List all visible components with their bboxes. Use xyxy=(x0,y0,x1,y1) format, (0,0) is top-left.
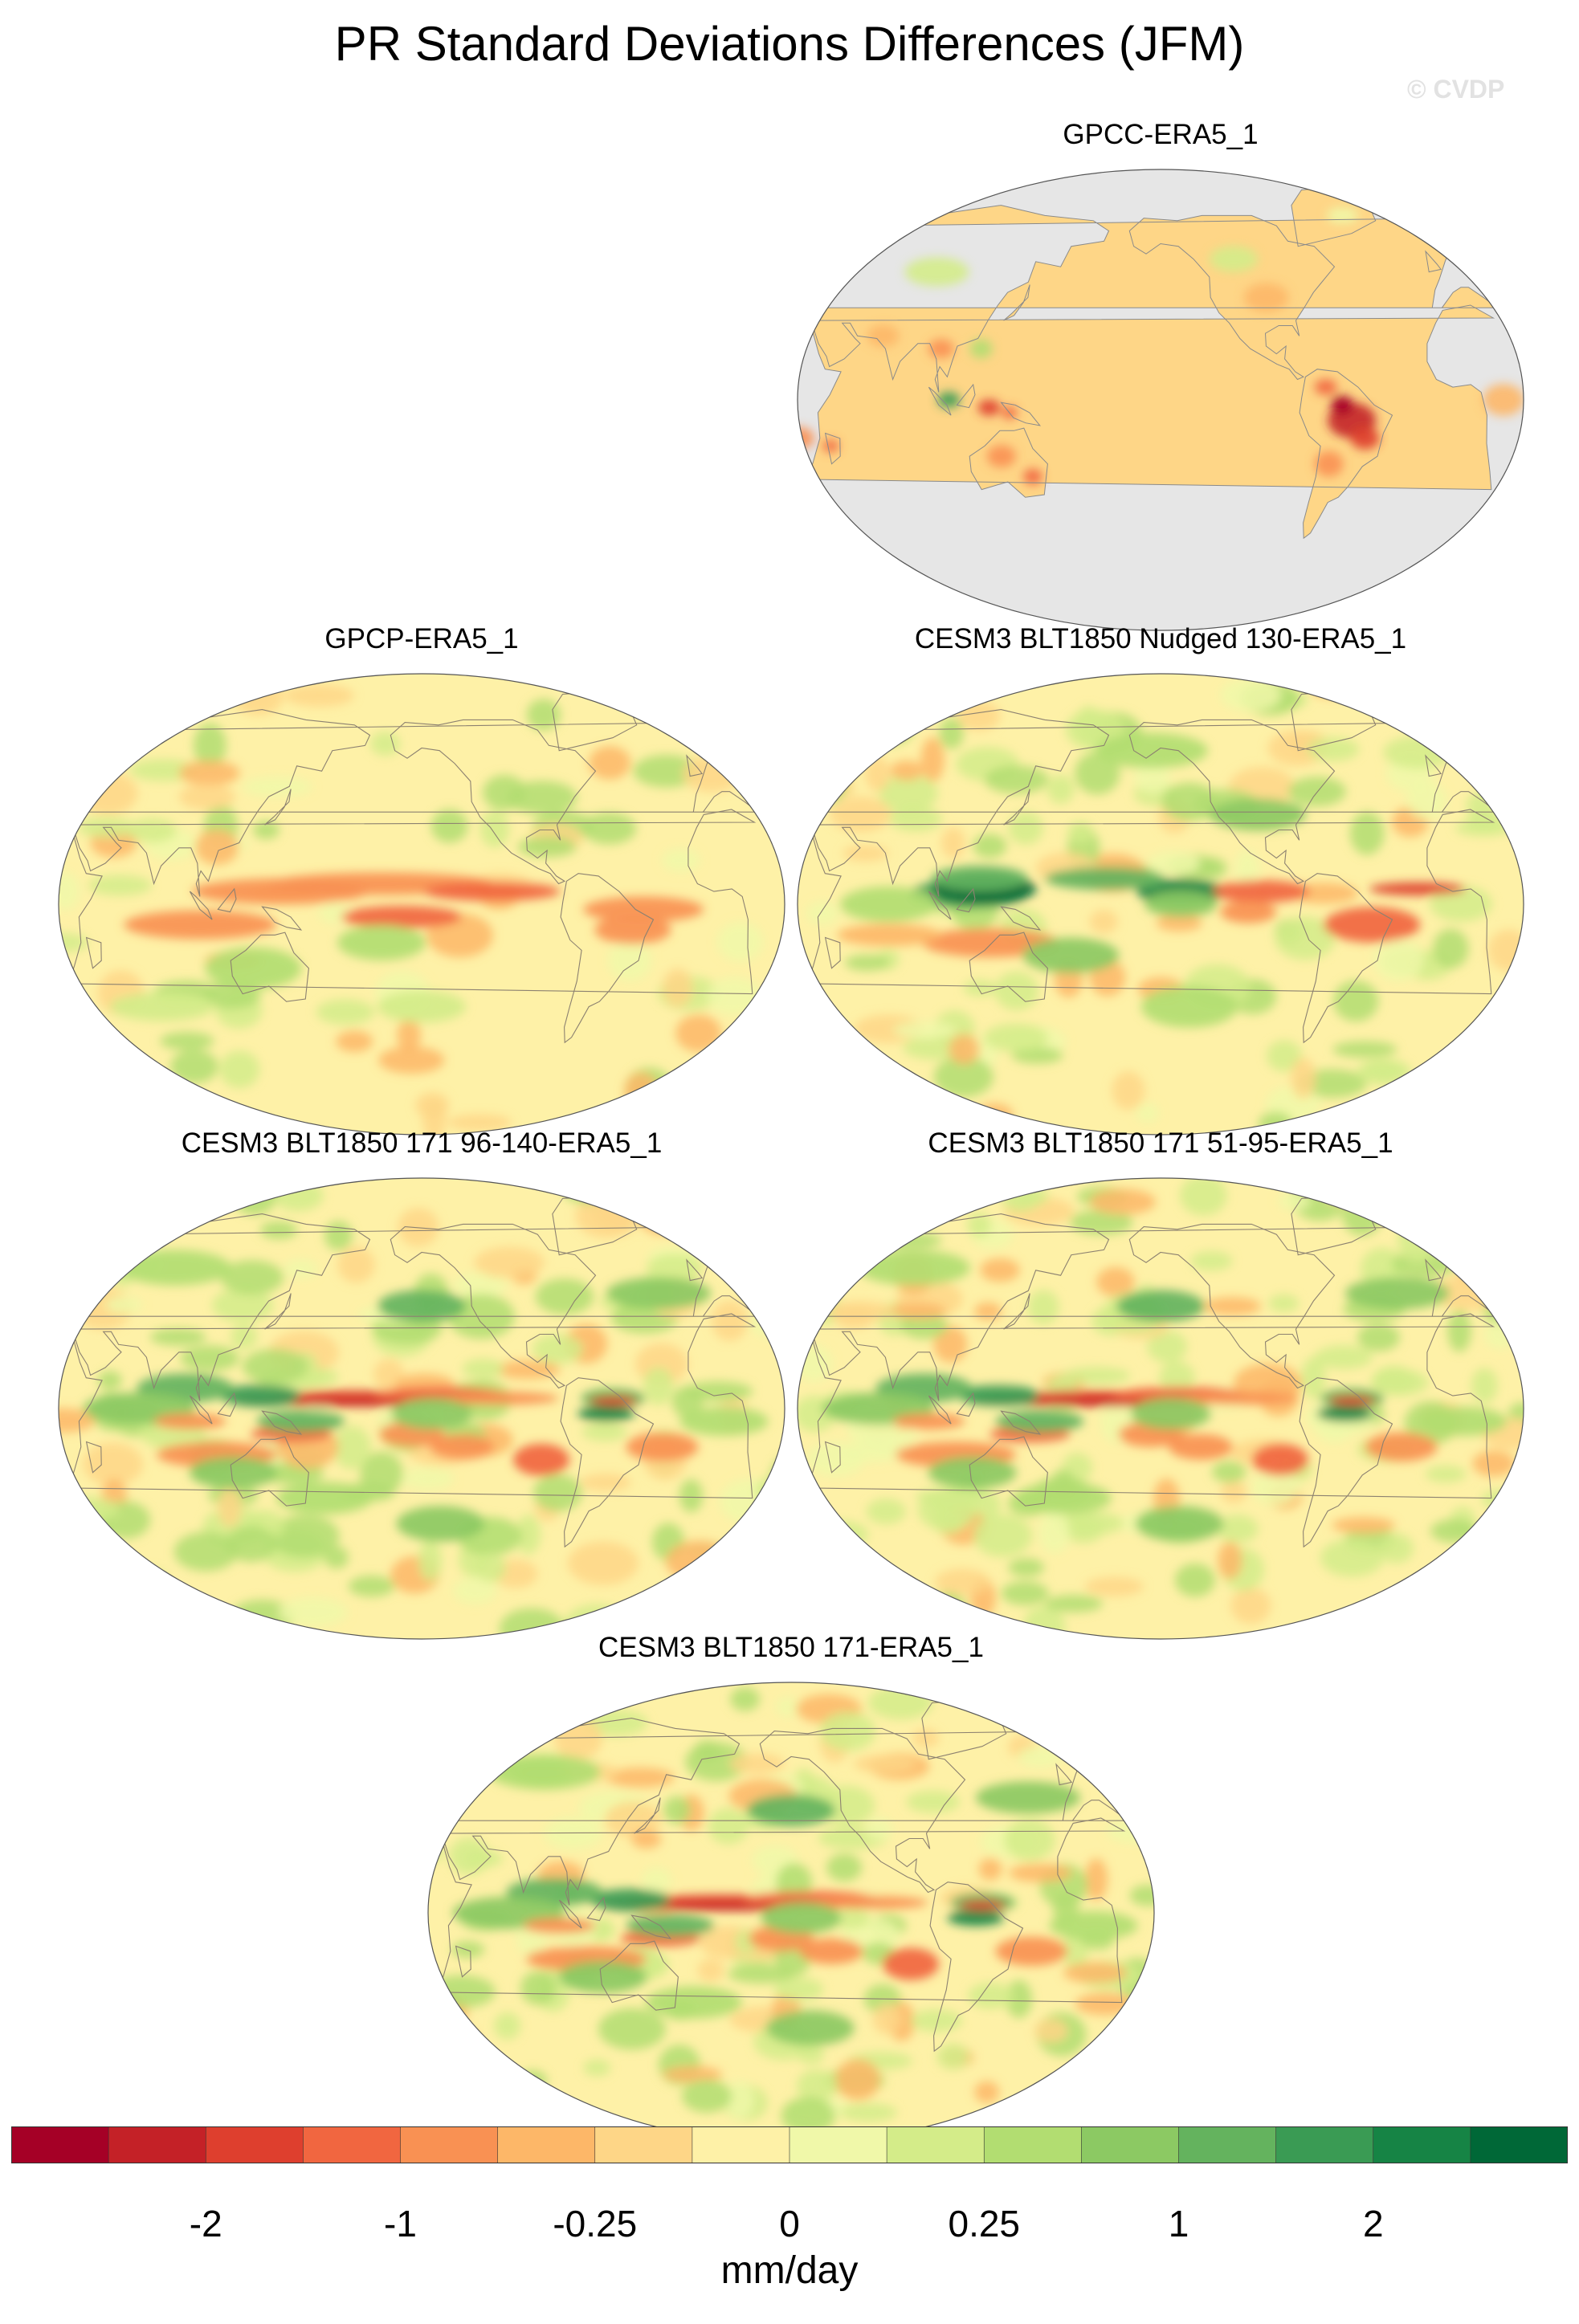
map-panel-gpcc: GPCC-ERA5_1 xyxy=(795,119,1526,633)
colorbar-swatch xyxy=(206,2126,304,2163)
figure-title: PR Standard Deviations Differences (JFM) xyxy=(334,17,1245,71)
colorbar-swatch xyxy=(1470,2126,1568,2163)
map-panel-171: CESM3 BLT1850 171-ERA5_1 xyxy=(426,1632,1157,2146)
colorbar-swatch xyxy=(984,2126,1082,2163)
colorbar-swatch xyxy=(1275,2126,1374,2163)
colorbar-swatch xyxy=(1081,2126,1179,2163)
colorbar xyxy=(11,2126,1568,2163)
colorbar-tick-label: -0.25 xyxy=(553,2203,638,2244)
colorbar-units: mm/day xyxy=(720,2249,859,2292)
map-panel-51-95: CESM3 BLT1850 171 51-95-ERA5_1 xyxy=(795,1127,1526,1641)
panel-title: CESM3 BLT1850 171 96-140-ERA5_1 xyxy=(181,1127,663,1159)
colorbar-swatch xyxy=(400,2126,499,2163)
land-area xyxy=(813,205,1507,393)
colorbar-swatch xyxy=(1373,2126,1471,2163)
colorbar-swatch xyxy=(11,2126,109,2163)
colorbar-swatch xyxy=(887,2126,985,2163)
land-area xyxy=(807,305,1494,490)
map-panel-96-140: CESM3 BLT1850 171 96-140-ERA5_1 xyxy=(56,1127,787,1641)
robinson-map xyxy=(58,673,785,1135)
panel-title: GPCC-ERA5_1 xyxy=(1063,119,1259,150)
panel-title: GPCP-ERA5_1 xyxy=(324,623,519,654)
land-area xyxy=(903,566,1430,630)
land-area xyxy=(957,384,975,408)
map-panel-nudged: CESM3 BLT1850 Nudged 130-ERA5_1 xyxy=(795,623,1526,1137)
colorbar-swatch xyxy=(108,2126,206,2163)
panel-title: CESM3 BLT1850 Nudged 130-ERA5_1 xyxy=(914,623,1407,654)
robinson-map xyxy=(58,1177,785,1640)
land-area xyxy=(1426,251,1442,272)
colorbar-swatch xyxy=(594,2126,693,2163)
colorbar-swatch xyxy=(692,2126,790,2163)
colorbar-tick-label: 1 xyxy=(1168,2203,1189,2244)
colorbar-swatch xyxy=(790,2126,887,2163)
panel-title: CESM3 BLT1850 171 51-95-ERA5_1 xyxy=(928,1127,1393,1159)
colorbar-tick-label: 2 xyxy=(1362,2203,1384,2244)
colorbar-tick-label: -2 xyxy=(189,2203,222,2244)
panel-title: CESM3 BLT1850 171-ERA5_1 xyxy=(598,1632,984,1663)
colorbar-tick-label: 0 xyxy=(779,2203,800,2244)
colorbar-tick-label: -1 xyxy=(384,2203,417,2244)
robinson-map xyxy=(797,673,1524,1135)
colorbar-swatch xyxy=(1178,2126,1277,2163)
colorbar-swatch xyxy=(497,2126,596,2163)
robinson-map xyxy=(797,169,1524,631)
map-panel-gpcp: GPCP-ERA5_1 xyxy=(56,623,787,1137)
colorbar-swatch xyxy=(303,2126,401,2163)
cvdp-watermark: © CVDP xyxy=(1407,75,1505,104)
robinson-map xyxy=(427,1682,1155,2144)
robinson-map xyxy=(797,1177,1524,1640)
colorbar-tick-label: 0.25 xyxy=(948,2203,1021,2244)
